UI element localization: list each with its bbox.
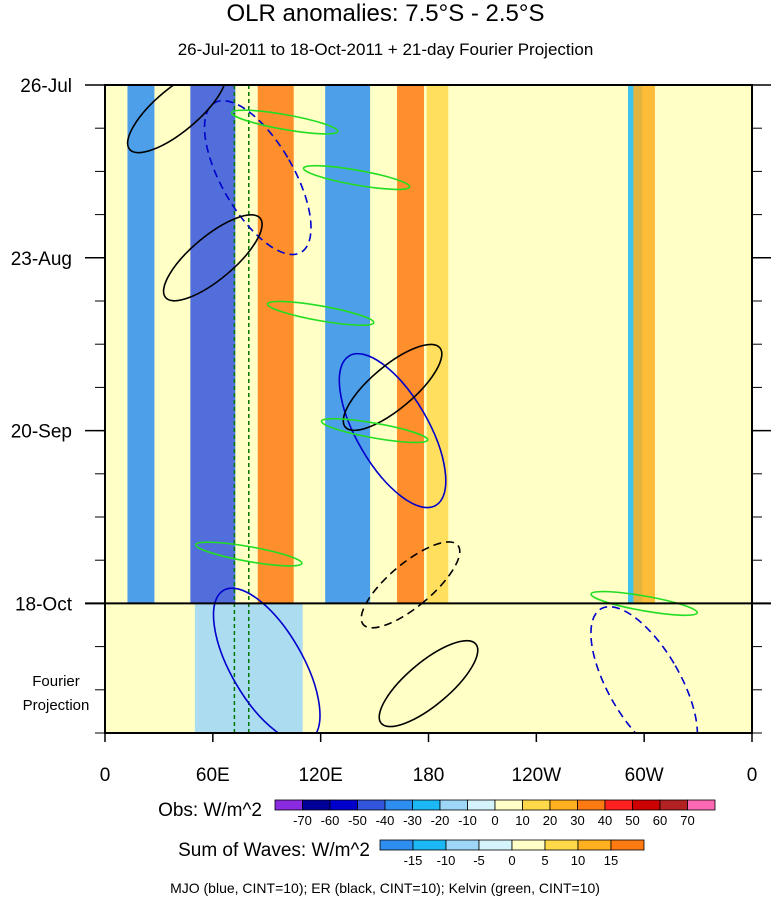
y-tick-label: 26-Jul bbox=[20, 76, 72, 97]
er-contour bbox=[342, 343, 443, 432]
obs-colorbar-cell bbox=[329, 799, 358, 811]
obs-colorbar-cell bbox=[494, 799, 523, 811]
anomaly-band bbox=[325, 85, 371, 604]
kelvin-contour bbox=[302, 164, 411, 191]
obs-colorbar-label: -40 bbox=[376, 813, 395, 828]
er-contour bbox=[162, 214, 263, 302]
anomaly-band bbox=[426, 85, 449, 604]
waves-colorbar-cell bbox=[445, 839, 480, 851]
obs-colorbar-cell bbox=[384, 799, 413, 811]
waves-colorbar-cell bbox=[544, 839, 579, 851]
anomaly-band bbox=[397, 85, 425, 604]
waves-colorbar-cell bbox=[610, 839, 645, 851]
obs-colorbar-title: Obs: W/m^2 bbox=[158, 800, 262, 821]
obs-colorbar-label: -20 bbox=[431, 813, 450, 828]
obs-colorbar-cell bbox=[577, 799, 606, 811]
kelvin-contour bbox=[590, 590, 699, 617]
waves-colorbar-label: 5 bbox=[541, 853, 548, 868]
contour-legend: MJO (blue, CINT=10); ER (black, CINT=10)… bbox=[170, 880, 600, 896]
obs-colorbar-label: 10 bbox=[515, 813, 529, 828]
anomaly-band bbox=[190, 85, 236, 604]
y-tick-label: 20-Sep bbox=[11, 422, 72, 443]
mjo-contour bbox=[212, 587, 321, 733]
waves-colorbar-cell bbox=[478, 839, 513, 851]
anomaly-band bbox=[127, 85, 155, 604]
er-contour bbox=[126, 85, 227, 154]
waves-colorbar-cell bbox=[577, 839, 612, 851]
er-contour bbox=[378, 639, 479, 728]
waves-colorbar-label: -15 bbox=[404, 853, 423, 868]
waves-colorbar-label: 0 bbox=[508, 853, 515, 868]
y-tick-label: 23-Aug bbox=[11, 249, 72, 270]
x-tick-label: 0 bbox=[100, 765, 111, 786]
kelvin-contour bbox=[266, 300, 375, 327]
kelvin-contour bbox=[230, 109, 339, 135]
obs-colorbar-cell bbox=[522, 799, 551, 811]
obs-colorbar-label: -50 bbox=[348, 813, 367, 828]
obs-colorbar-cell bbox=[302, 799, 331, 811]
obs-colorbar-label: 30 bbox=[570, 813, 584, 828]
obs-colorbar-label: 40 bbox=[598, 813, 612, 828]
anomaly-band bbox=[482, 603, 663, 733]
x-tick-label: 120E bbox=[298, 765, 342, 786]
mjo-contour bbox=[338, 352, 447, 509]
obs-colorbar-label: -10 bbox=[458, 813, 477, 828]
anomaly-band bbox=[257, 85, 294, 604]
projection-label: Fourier Projection bbox=[22, 673, 90, 714]
anomaly-band bbox=[633, 85, 655, 604]
chart-title: OLR anomalies: 7.5°S - 2.5°S bbox=[226, 0, 545, 27]
waves-colorbar-label: 15 bbox=[604, 853, 618, 868]
x-tick-label: 120W bbox=[512, 765, 562, 786]
x-tick-label: 60E bbox=[196, 765, 230, 786]
mjo-contour bbox=[590, 605, 699, 733]
x-tick-label: 60W bbox=[625, 765, 664, 786]
obs-colorbar-cell bbox=[659, 799, 688, 811]
er-contour bbox=[360, 541, 461, 629]
waves-colorbar-cell bbox=[379, 839, 414, 851]
obs-colorbar-label: -70 bbox=[293, 813, 312, 828]
chart-subtitle: 26-Jul-2011 to 18-Oct-2011 + 21-day Four… bbox=[177, 40, 594, 59]
obs-colorbar-label: 70 bbox=[680, 813, 694, 828]
obs-colorbar-cell bbox=[439, 799, 468, 811]
waves-colorbar-cell bbox=[511, 839, 546, 851]
obs-colorbar-label: -30 bbox=[403, 813, 422, 828]
obs-colorbar-label: 20 bbox=[543, 813, 557, 828]
waves-colorbar-cell bbox=[412, 839, 447, 851]
obs-colorbar-label: 50 bbox=[625, 813, 639, 828]
waves-colorbar-label: -10 bbox=[437, 853, 456, 868]
waves-colorbar-title: Sum of Waves: W/m^2 bbox=[178, 840, 370, 861]
waves-colorbar-label: -5 bbox=[473, 853, 485, 868]
obs-colorbar-cell bbox=[549, 799, 578, 811]
obs-colorbar-cell bbox=[604, 799, 633, 811]
x-tick-label: 180 bbox=[413, 765, 445, 786]
kelvin-contour bbox=[194, 541, 303, 567]
obs-colorbar-label: -60 bbox=[321, 813, 340, 828]
kelvin-contour bbox=[320, 417, 429, 444]
obs-colorbar-cell bbox=[632, 799, 661, 811]
obs-colorbar-cell bbox=[274, 799, 303, 811]
y-tick-label: 18-Oct bbox=[15, 594, 73, 615]
x-tick-label: 0 bbox=[747, 765, 758, 786]
obs-colorbar-cell bbox=[357, 799, 386, 811]
obs-colorbar-label: 60 bbox=[653, 813, 667, 828]
obs-colorbar-cell bbox=[687, 799, 716, 811]
obs-colorbar-cell bbox=[412, 799, 441, 811]
obs-colorbar-cell bbox=[467, 799, 496, 811]
waves-colorbar-label: 10 bbox=[571, 853, 585, 868]
obs-colorbar-label: 0 bbox=[491, 813, 498, 828]
